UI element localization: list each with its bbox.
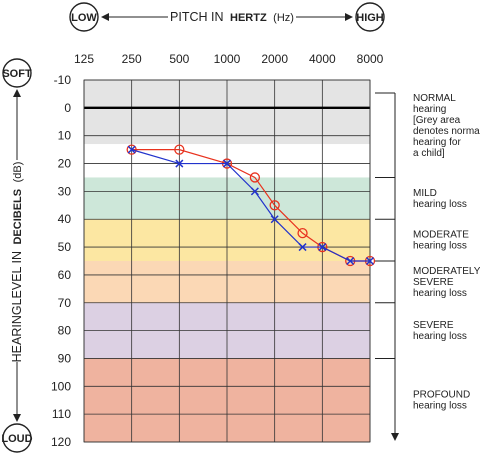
high-label: HIGH (356, 12, 384, 24)
point-x-1000 (222, 159, 232, 168)
point-x-1500 (250, 187, 259, 196)
x-tick-125: 125 (74, 52, 94, 66)
point-x-250 (127, 145, 136, 154)
x-axis-ticks: 125 250 500 1000 2000 4000 8000 (74, 52, 384, 66)
x-tick-8000: 8000 (357, 52, 384, 66)
point-x-6000 (346, 256, 355, 266)
x-tick-2000: 2000 (261, 52, 288, 66)
series-lines (126, 144, 376, 267)
low-badge (69, 2, 99, 32)
category-normal: NORMAL hearing [Grey area denotes normal hea… (413, 93, 480, 159)
point-circle-2000 (269, 200, 280, 211)
category-brackets: NORMAL hearing [Grey area denotes normal hea… (375, 92, 480, 441)
level-header: SOFT HEARINGLEVEL IN DECIBELS (dB) LOUD (1, 58, 33, 453)
x-tick-1000: 1000 (214, 52, 241, 66)
y-tick-20: 20 (58, 157, 72, 171)
soft-badge (2, 58, 32, 88)
point-x-8000 (365, 256, 375, 266)
level-title: HEARINGLEVEL IN DECIBELS (dB) (10, 162, 24, 363)
loud-badge (2, 423, 32, 453)
loud-label: LOUD (1, 433, 32, 445)
y-tick-120: 120 (51, 435, 71, 449)
point-circle-250 (126, 144, 137, 155)
point-circle-3000 (297, 228, 308, 239)
y-tick-40: 40 (58, 212, 72, 226)
pitch-title-bold: HERTZ (230, 12, 267, 24)
category-severe: SEVERE hearing loss (413, 320, 467, 342)
y-tick-110: 110 (52, 407, 71, 421)
point-x-2000 (270, 215, 279, 224)
point-x-4000 (318, 243, 327, 252)
y-tick-90: 90 (58, 351, 72, 365)
pitch-title-unit: (Hz) (273, 12, 294, 24)
point-circle-500 (174, 144, 185, 155)
point-circle-1500 (249, 172, 261, 183)
x-tick-250: 250 (122, 52, 142, 66)
y-tick--10: -10 (54, 73, 72, 87)
x-tick-500: 500 (169, 52, 189, 66)
y-tick-10: 10 (58, 129, 72, 143)
y-tick-100: 100 (51, 379, 71, 393)
low-label: LOW (71, 12, 97, 24)
level-title-unit: (dB) (12, 162, 24, 183)
pitch-header: LOW PITCH IN HERTZ (Hz) HIGH (69, 2, 385, 32)
category-moderate: MODERATE hearing loss (413, 230, 469, 252)
y-tick-80: 80 (58, 324, 72, 338)
level-title-main: HEARINGLEVEL IN (10, 251, 24, 362)
y-tick-60: 60 (58, 268, 72, 282)
pitch-title: PITCH IN HERTZ (Hz) (170, 10, 294, 24)
y-tick-50: 50 (58, 240, 72, 254)
y-tick-0: 0 (64, 101, 71, 115)
soft-label: SOFT (2, 68, 32, 80)
point-x-500 (175, 159, 184, 168)
level-title-bold: DECIBELS (12, 189, 24, 245)
pitch-title-main: PITCH IN (170, 10, 223, 24)
x-tick-4000: 4000 (309, 52, 336, 66)
high-badge (355, 2, 385, 32)
category-profound: PROFOUND hearing loss (413, 390, 470, 412)
y-tick-70: 70 (58, 296, 72, 310)
category-mild: MILD hearing loss (413, 188, 467, 210)
category-moderately: MODERATELY SEVERE hearing loss (413, 266, 480, 299)
y-tick-30: 30 (58, 184, 72, 198)
y-axis-ticks: -10 0 10 20 30 40 50 60 70 80 90 100 110 120 (51, 73, 71, 449)
point-x-3000 (298, 243, 307, 252)
